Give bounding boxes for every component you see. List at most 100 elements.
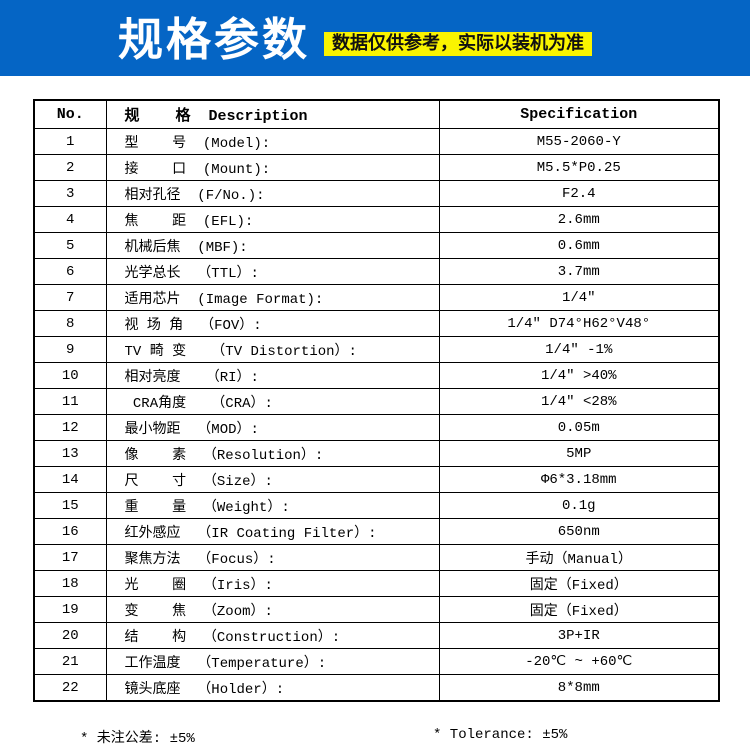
row-no: 7 (33, 284, 107, 311)
row-description: 接 口 (Mount): (105, 154, 440, 181)
row-no: 1 (33, 128, 107, 155)
col-header-description: 规 格 Description (105, 99, 440, 129)
table-row: 16 红外感应 （IR Coating Filter）: 650nm (33, 518, 720, 545)
table-row: 10 相对亮度 （RI）: 1/4″ >40% (33, 362, 720, 389)
table-row: 18 光 圈 （Iris）: 固定（Fixed） (33, 570, 720, 597)
row-no: 15 (33, 492, 107, 519)
col-header-specification: Specification (438, 99, 720, 129)
row-no: 4 (33, 206, 107, 233)
row-no: 21 (33, 648, 107, 675)
table-header-row: No. 规 格 Description Specification (33, 99, 720, 129)
table-row: 15 重 量 （Weight）: 0.1g (33, 492, 720, 519)
disclaimer-badge: 数据仅供参考，实际以装机为准 (324, 32, 593, 56)
row-specification: -20℃ ~ +60℃ (438, 648, 720, 675)
row-description: 相对孔径 (F/No.): (105, 180, 440, 207)
table-row: 6 光学总长 （TTL）: 3.7mm (33, 258, 720, 285)
table-row: 14 尺 寸 （Size）: Φ6*3.18mm (33, 466, 720, 493)
row-specification: 手动（Manual） (438, 544, 720, 571)
row-no: 11 (33, 388, 107, 415)
row-no: 18 (33, 570, 107, 597)
row-description: 适用芯片 (Image Format): (105, 284, 440, 311)
table-row: 22 镜头底座 （Holder）: 8*8mm (33, 674, 720, 702)
table-row: 12 最小物距 （MOD）: 0.05m (33, 414, 720, 441)
row-specification: 1/4″ D74°H62°V48° (438, 310, 720, 337)
table-row: 17 聚焦方法 （Focus）: 手动（Manual） (33, 544, 720, 571)
row-no: 14 (33, 466, 107, 493)
row-specification: 2.6mm (438, 206, 720, 233)
row-specification: 1/4″ >40% (438, 362, 720, 389)
table-row: 5 机械后焦 (MBF): 0.6mm (33, 232, 720, 259)
row-specification: 0.1g (438, 492, 720, 519)
table-row: 9 TV 畸 变 （TV Distortion）: 1/4″ -1% (33, 336, 720, 363)
row-description: 像 素 （Resolution）: (105, 440, 440, 467)
row-specification: 固定（Fixed） (438, 570, 720, 597)
row-description: 聚焦方法 （Focus）: (105, 544, 440, 571)
row-no: 22 (33, 674, 107, 702)
row-specification: 固定（Fixed） (438, 596, 720, 623)
row-no: 6 (33, 258, 107, 285)
table-row: 19 变 焦 （Zoom）: 固定（Fixed） (33, 596, 720, 623)
row-specification: 5MP (438, 440, 720, 467)
row-description: 焦 距 (EFL): (105, 206, 440, 233)
table-row: 13 像 素 （Resolution）: 5MP (33, 440, 720, 467)
table-row: 3 相对孔径 (F/No.): F2.4 (33, 180, 720, 207)
row-description: 光 圈 （Iris）: (105, 570, 440, 597)
row-description: 光学总长 （TTL）: (105, 258, 440, 285)
row-no: 17 (33, 544, 107, 571)
row-specification: 0.05m (438, 414, 720, 441)
table-row: 11 CRA角度 （CRA）: 1/4″ <28% (33, 388, 720, 415)
table-row: 7 适用芯片 (Image Format): 1/4″ (33, 284, 720, 311)
footnote-tolerance-en: * Tolerance: ±5% (433, 727, 568, 743)
row-description: 机械后焦 (MBF): (105, 232, 440, 259)
row-description: 变 焦 （Zoom）: (105, 596, 440, 623)
row-specification: 0.6mm (438, 232, 720, 259)
row-description: 相对亮度 （RI）: (105, 362, 440, 389)
row-description: 结 构 （Construction）: (105, 622, 440, 649)
row-description: 尺 寸 （Size）: (105, 466, 440, 493)
row-no: 10 (33, 362, 107, 389)
row-specification: F2.4 (438, 180, 720, 207)
row-no: 20 (33, 622, 107, 649)
col-header-no: No. (33, 99, 107, 129)
row-specification: 3.7mm (438, 258, 720, 285)
row-no: 2 (33, 154, 107, 181)
footnote-tolerance-cn: * 未注公差: ±5% (80, 731, 195, 747)
row-no: 5 (33, 232, 107, 259)
header-banner: 规格参数 数据仅供参考，实际以装机为准 (0, 0, 750, 76)
row-no: 16 (33, 518, 107, 545)
page-title: 规格参数 (118, 12, 311, 66)
row-description: 重 量 （Weight）: (105, 492, 440, 519)
row-no: 9 (33, 336, 107, 363)
row-specification: 650nm (438, 518, 720, 545)
row-specification: M5.5*P0.25 (438, 154, 720, 181)
table-row: 21 工作温度 （Temperature）: -20℃ ~ +60℃ (33, 648, 720, 675)
row-description: TV 畸 变 （TV Distortion）: (105, 336, 440, 363)
row-description: CRA角度 （CRA）: (105, 388, 440, 415)
row-specification: 8*8mm (438, 674, 720, 702)
row-specification: M55-2060-Y (438, 128, 720, 155)
table-row: 20 结 构 （Construction）: 3P+IR (33, 622, 720, 649)
row-description: 红外感应 （IR Coating Filter）: (105, 518, 440, 545)
row-no: 12 (33, 414, 107, 441)
footnotes: * 未注公差: ±5% * Tolerance: ±5% (33, 724, 718, 748)
row-no: 3 (33, 180, 107, 207)
row-specification: 1/4″ -1% (438, 336, 720, 363)
row-description: 型 号 (Model): (105, 128, 440, 155)
row-specification: 1/4″ (438, 284, 720, 311)
row-description: 镜头底座 （Holder）: (105, 674, 440, 702)
row-specification: 1/4″ <28% (438, 388, 720, 415)
row-specification: Φ6*3.18mm (438, 466, 720, 493)
row-description: 视 场 角 （FOV）: (105, 310, 440, 337)
row-description: 工作温度 （Temperature）: (105, 648, 440, 675)
row-description: 最小物距 （MOD）: (105, 414, 440, 441)
row-no: 19 (33, 596, 107, 623)
row-no: 13 (33, 440, 107, 467)
row-no: 8 (33, 310, 107, 337)
